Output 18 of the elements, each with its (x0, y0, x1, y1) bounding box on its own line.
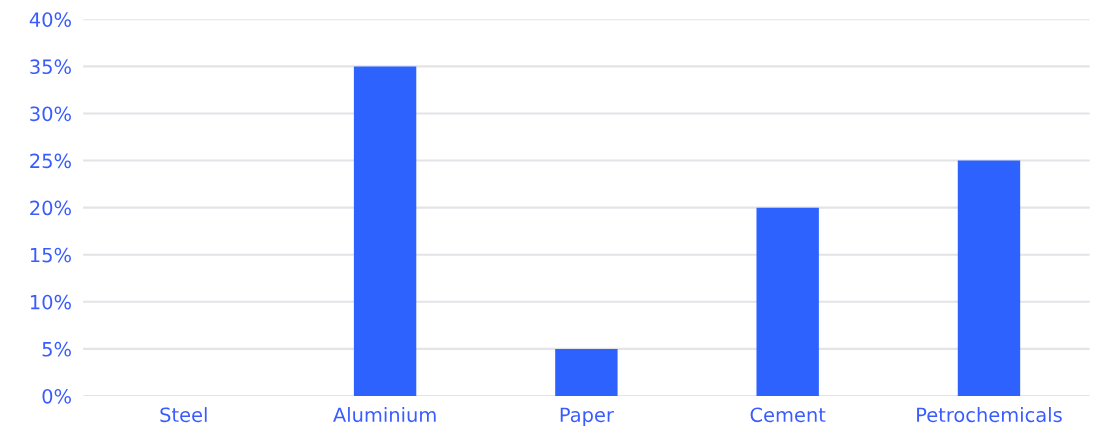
x-tick-label: Steel (160, 407, 207, 423)
y-tick-label: 20% (30, 200, 71, 216)
y-tick-label: 35% (30, 59, 71, 75)
x-tick-label: Aluminium (333, 407, 436, 423)
bar (957, 160, 1021, 396)
bar (555, 348, 618, 396)
y-tick-label: 15% (30, 247, 71, 263)
x-tick-label: Cement (750, 407, 826, 423)
y-tick-label: 30% (30, 106, 71, 122)
y-tick-label: 10% (30, 294, 71, 310)
x-tick-label: Petrochemicals (917, 407, 1062, 423)
bar (353, 66, 417, 396)
x-tick-label: Paper (560, 407, 614, 426)
y-tick-label: 40% (29, 12, 71, 27)
y-tick-label: 25% (30, 153, 71, 169)
y-tick-label: 0% (42, 388, 71, 404)
bar (756, 207, 819, 396)
y-tick-label: 5% (42, 341, 71, 357)
